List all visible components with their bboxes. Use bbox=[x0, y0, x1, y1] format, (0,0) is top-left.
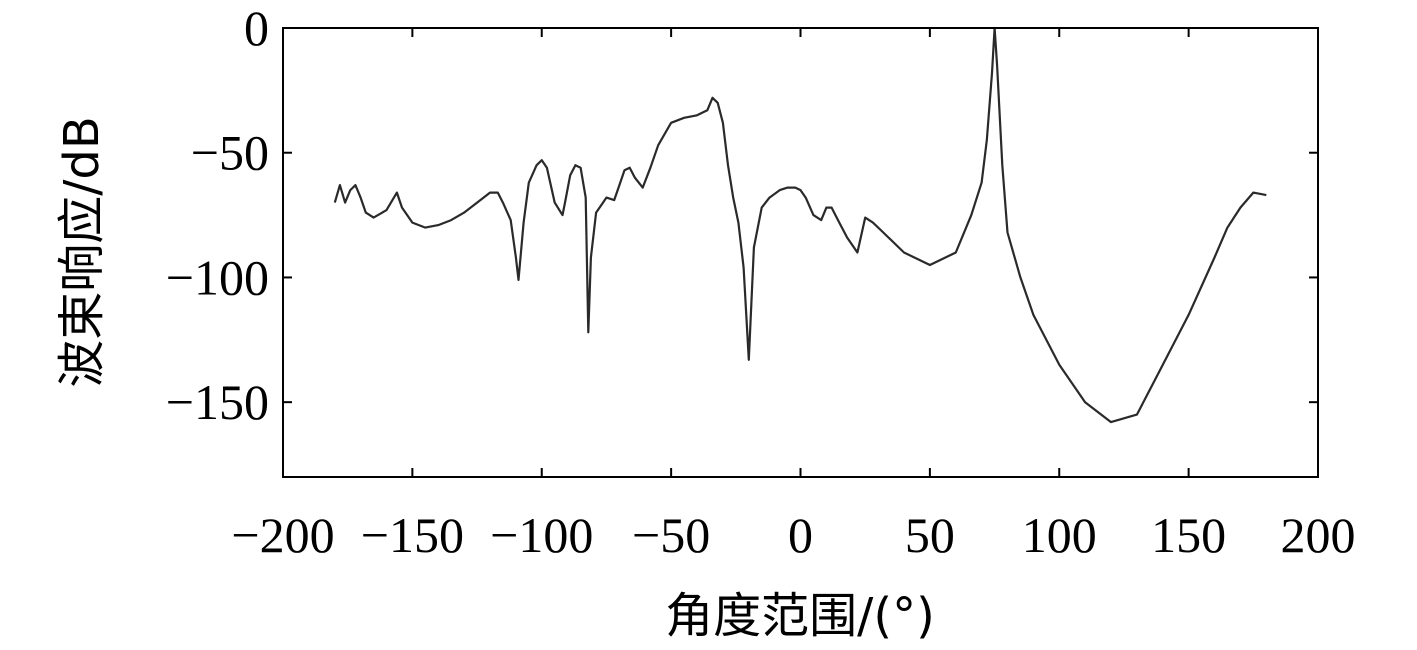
x-tick-label: 200 bbox=[1281, 507, 1356, 563]
y-tick-label: −50 bbox=[191, 125, 269, 181]
x-axis-title: 角度范围/(°) bbox=[665, 588, 935, 644]
y-tick-label: −150 bbox=[166, 374, 269, 430]
labels-layer: −200 −150 −100 −50 0 50 100 150 200 0 −50 −100 −150 bbox=[166, 0, 1356, 563]
x-tick-label: 0 bbox=[788, 507, 813, 563]
y-tick-label: 0 bbox=[244, 0, 269, 56]
x-tick-label: −50 bbox=[632, 507, 710, 563]
y-axis-title: 波束响应/dB bbox=[54, 116, 110, 388]
x-tick-label: 150 bbox=[1151, 507, 1226, 563]
x-tick-label: −100 bbox=[490, 507, 593, 563]
series-line bbox=[333, 26, 1267, 424]
plot-frame bbox=[282, 27, 1319, 478]
y-tick-label: −100 bbox=[166, 249, 269, 305]
x-tick-label: −150 bbox=[361, 507, 464, 563]
x-tick-label: −200 bbox=[231, 507, 334, 563]
ticks-layer bbox=[282, 27, 1319, 477]
x-tick-label: 50 bbox=[905, 507, 955, 563]
x-tick-label: 100 bbox=[1022, 507, 1097, 563]
